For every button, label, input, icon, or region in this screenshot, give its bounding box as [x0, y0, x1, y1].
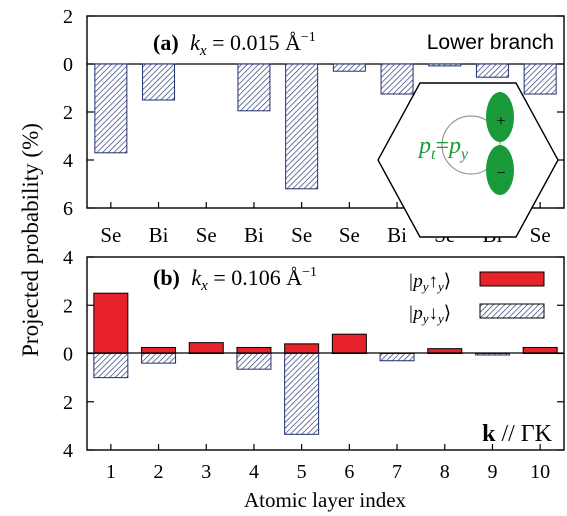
legend-swatch-down — [479, 303, 545, 319]
orbital-plus-sign: + — [496, 113, 505, 130]
bar-a — [142, 63, 176, 101]
x-tick-label: 6 — [344, 461, 354, 483]
y-tick-label: 4 — [63, 440, 73, 462]
bar-b-spin-down — [474, 353, 510, 356]
panel-a-branch-label: Lower branch — [427, 31, 554, 54]
panel-a-annotation: (a) kx = 0.015 Å−1 — [153, 30, 316, 59]
legend: |py↑y⟩ |py↓y⟩ — [408, 271, 545, 326]
element-label: Se — [339, 223, 360, 247]
y-tick-label: 0 — [63, 344, 73, 366]
bar-b-spin-down — [141, 353, 177, 364]
bar-b-spin-up — [93, 292, 129, 354]
element-label: Bi — [244, 223, 264, 247]
panel-b-annotation: (b) kx = 0.106 Å−1 — [153, 265, 317, 294]
legend-swatch-up — [479, 271, 545, 287]
x-tick-label: 8 — [440, 461, 450, 483]
y-tick-label: 2 — [63, 392, 73, 414]
bar-b-spin-down — [93, 353, 129, 379]
legend-label-up: |py↑y⟩ — [408, 271, 451, 294]
x-tick-label: 1 — [106, 461, 116, 483]
element-label: Se — [100, 223, 121, 247]
element-label: Se — [291, 223, 312, 247]
x-tick-label: 7 — [392, 461, 402, 483]
x-tick-label: 9 — [487, 461, 497, 483]
y-tick-label: 4 — [63, 247, 73, 269]
bar-b-spin-up — [331, 333, 367, 355]
element-label: Se — [196, 223, 217, 247]
k-direction-label: k // ΓK — [482, 421, 553, 447]
x-tick-label: 4 — [249, 461, 259, 483]
panel-a-bars — [94, 63, 557, 190]
orbital-minus-sign: − — [496, 165, 505, 182]
orbital-inset: + − pt=py — [377, 82, 559, 238]
bar-a — [237, 63, 271, 112]
x-tick-label: 3 — [201, 461, 211, 483]
bar-a — [523, 63, 557, 95]
bar-b-spin-down — [379, 353, 415, 362]
element-label: Se — [530, 223, 551, 247]
y-tick-label: 2 — [63, 295, 73, 317]
y-tick-label: 2 — [63, 6, 73, 28]
y-tick-label: 0 — [63, 54, 73, 76]
bar-b-spin-down — [284, 353, 320, 435]
panel-a-element-labels: SeBiSeBiSeSeBiSeBiSe — [100, 202, 551, 247]
bar-a — [475, 63, 509, 78]
x-tick-label: 5 — [297, 461, 307, 483]
legend-label-down: |py↓y⟩ — [408, 303, 451, 326]
bar-a — [285, 63, 319, 190]
bar-a — [94, 63, 128, 154]
bar-b-spin-down — [236, 353, 272, 370]
element-label: Bi — [387, 223, 407, 247]
bar-a — [380, 63, 414, 95]
y-axis-label: Projected probability (%) — [18, 123, 43, 357]
orbital-lobe-top — [486, 92, 514, 142]
orbital-lobe-bottom — [486, 145, 514, 195]
panel-b-x-ticks: 1 2 3 4 5 6 7 8 9 10 — [106, 444, 550, 483]
bar-a — [428, 63, 462, 67]
x-axis-label: Atomic layer index — [244, 488, 407, 512]
bar-b-spin-up — [188, 342, 224, 354]
y-tick-label: 6 — [63, 198, 73, 220]
orbital-label: pt=py — [417, 133, 469, 163]
y-tick-label: 2 — [63, 102, 73, 124]
x-tick-label: 10 — [530, 461, 550, 483]
panel-b: 4 2 0 2 4 1 2 3 4 5 6 7 8 9 10 (b) kx = 0.106 Å−1 |py… — [63, 247, 565, 483]
bar-b-spin-up — [284, 343, 320, 355]
x-tick-label: 2 — [154, 461, 164, 483]
element-label: Bi — [149, 223, 169, 247]
bar-a — [332, 63, 366, 72]
y-tick-label: 4 — [63, 150, 73, 172]
